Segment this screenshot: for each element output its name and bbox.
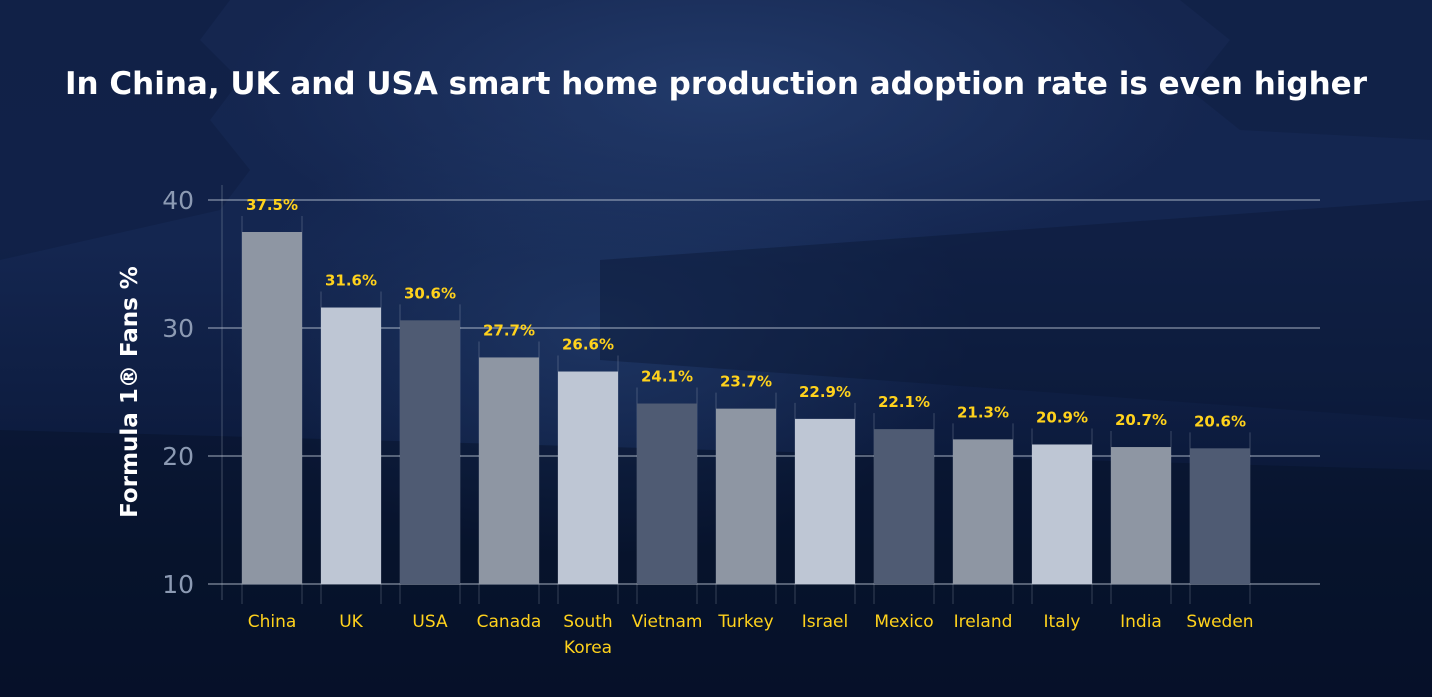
x-tick-label: USA	[412, 612, 448, 632]
x-tick-label: UK	[339, 612, 363, 632]
x-axis-labels: China UK USA Canada South Korea Vietnam Turkey I…	[248, 612, 1254, 658]
data-label: 20.9%	[1036, 408, 1088, 426]
data-label: 22.1%	[878, 393, 930, 411]
x-tick-label: Canada	[477, 612, 542, 632]
data-label: 22.9%	[799, 383, 851, 401]
x-tick-label: Italy	[1044, 612, 1081, 632]
y-axis-ticks: 10 20 30 40	[162, 186, 194, 599]
x-tick-label: Sweden	[1186, 612, 1253, 632]
data-label: 31.6%	[325, 272, 377, 290]
data-label: 26.6%	[562, 336, 614, 354]
y-axis-label: Formula 1® Fans %	[117, 266, 143, 518]
y-tick-label: 40	[162, 186, 194, 215]
data-label: 23.7%	[720, 373, 772, 391]
bars	[242, 232, 1250, 584]
data-label: 20.7%	[1115, 411, 1167, 429]
data-label: 21.3%	[957, 403, 1009, 421]
bar-canada	[479, 357, 539, 584]
x-tick-label: Turkey	[717, 612, 773, 632]
data-label: 20.6%	[1194, 412, 1246, 430]
bar-turkey	[716, 408, 776, 584]
x-tick-label: Mexico	[874, 612, 933, 632]
bar-south-korea	[558, 371, 618, 584]
x-tick-label: India	[1120, 612, 1162, 632]
bar-india	[1111, 447, 1171, 584]
chart-title: In China, UK and USA smart home producti…	[64, 66, 1367, 102]
bar-sweden	[1190, 448, 1250, 584]
x-tick-label: China	[248, 612, 297, 632]
bar-ireland	[953, 439, 1013, 584]
data-label: 37.5%	[246, 196, 298, 214]
data-label: 30.6%	[404, 284, 456, 302]
data-labels: 37.5% 31.6% 30.6% 27.7% 26.6% 24.1% 23.7% 22.9%…	[246, 196, 1246, 430]
x-tick-label: Vietnam	[632, 612, 703, 632]
bar-israel	[795, 418, 855, 584]
data-label: 24.1%	[641, 368, 693, 386]
y-tick-label: 10	[162, 570, 194, 599]
x-tick-label: Ireland	[954, 612, 1013, 632]
data-label: 27.7%	[483, 321, 535, 339]
y-tick-label: 30	[162, 314, 194, 343]
bar-italy	[1032, 444, 1092, 584]
y-tick-label: 20	[162, 442, 194, 471]
bar-vietnam	[637, 403, 697, 584]
bar-usa	[400, 320, 460, 584]
x-tick-label: Israel	[802, 612, 848, 632]
x-tick-label: South	[563, 612, 612, 632]
bar-mexico	[874, 429, 934, 584]
bar-uk	[321, 307, 381, 584]
bar-china	[242, 232, 302, 584]
x-tick-label: Korea	[564, 638, 612, 658]
